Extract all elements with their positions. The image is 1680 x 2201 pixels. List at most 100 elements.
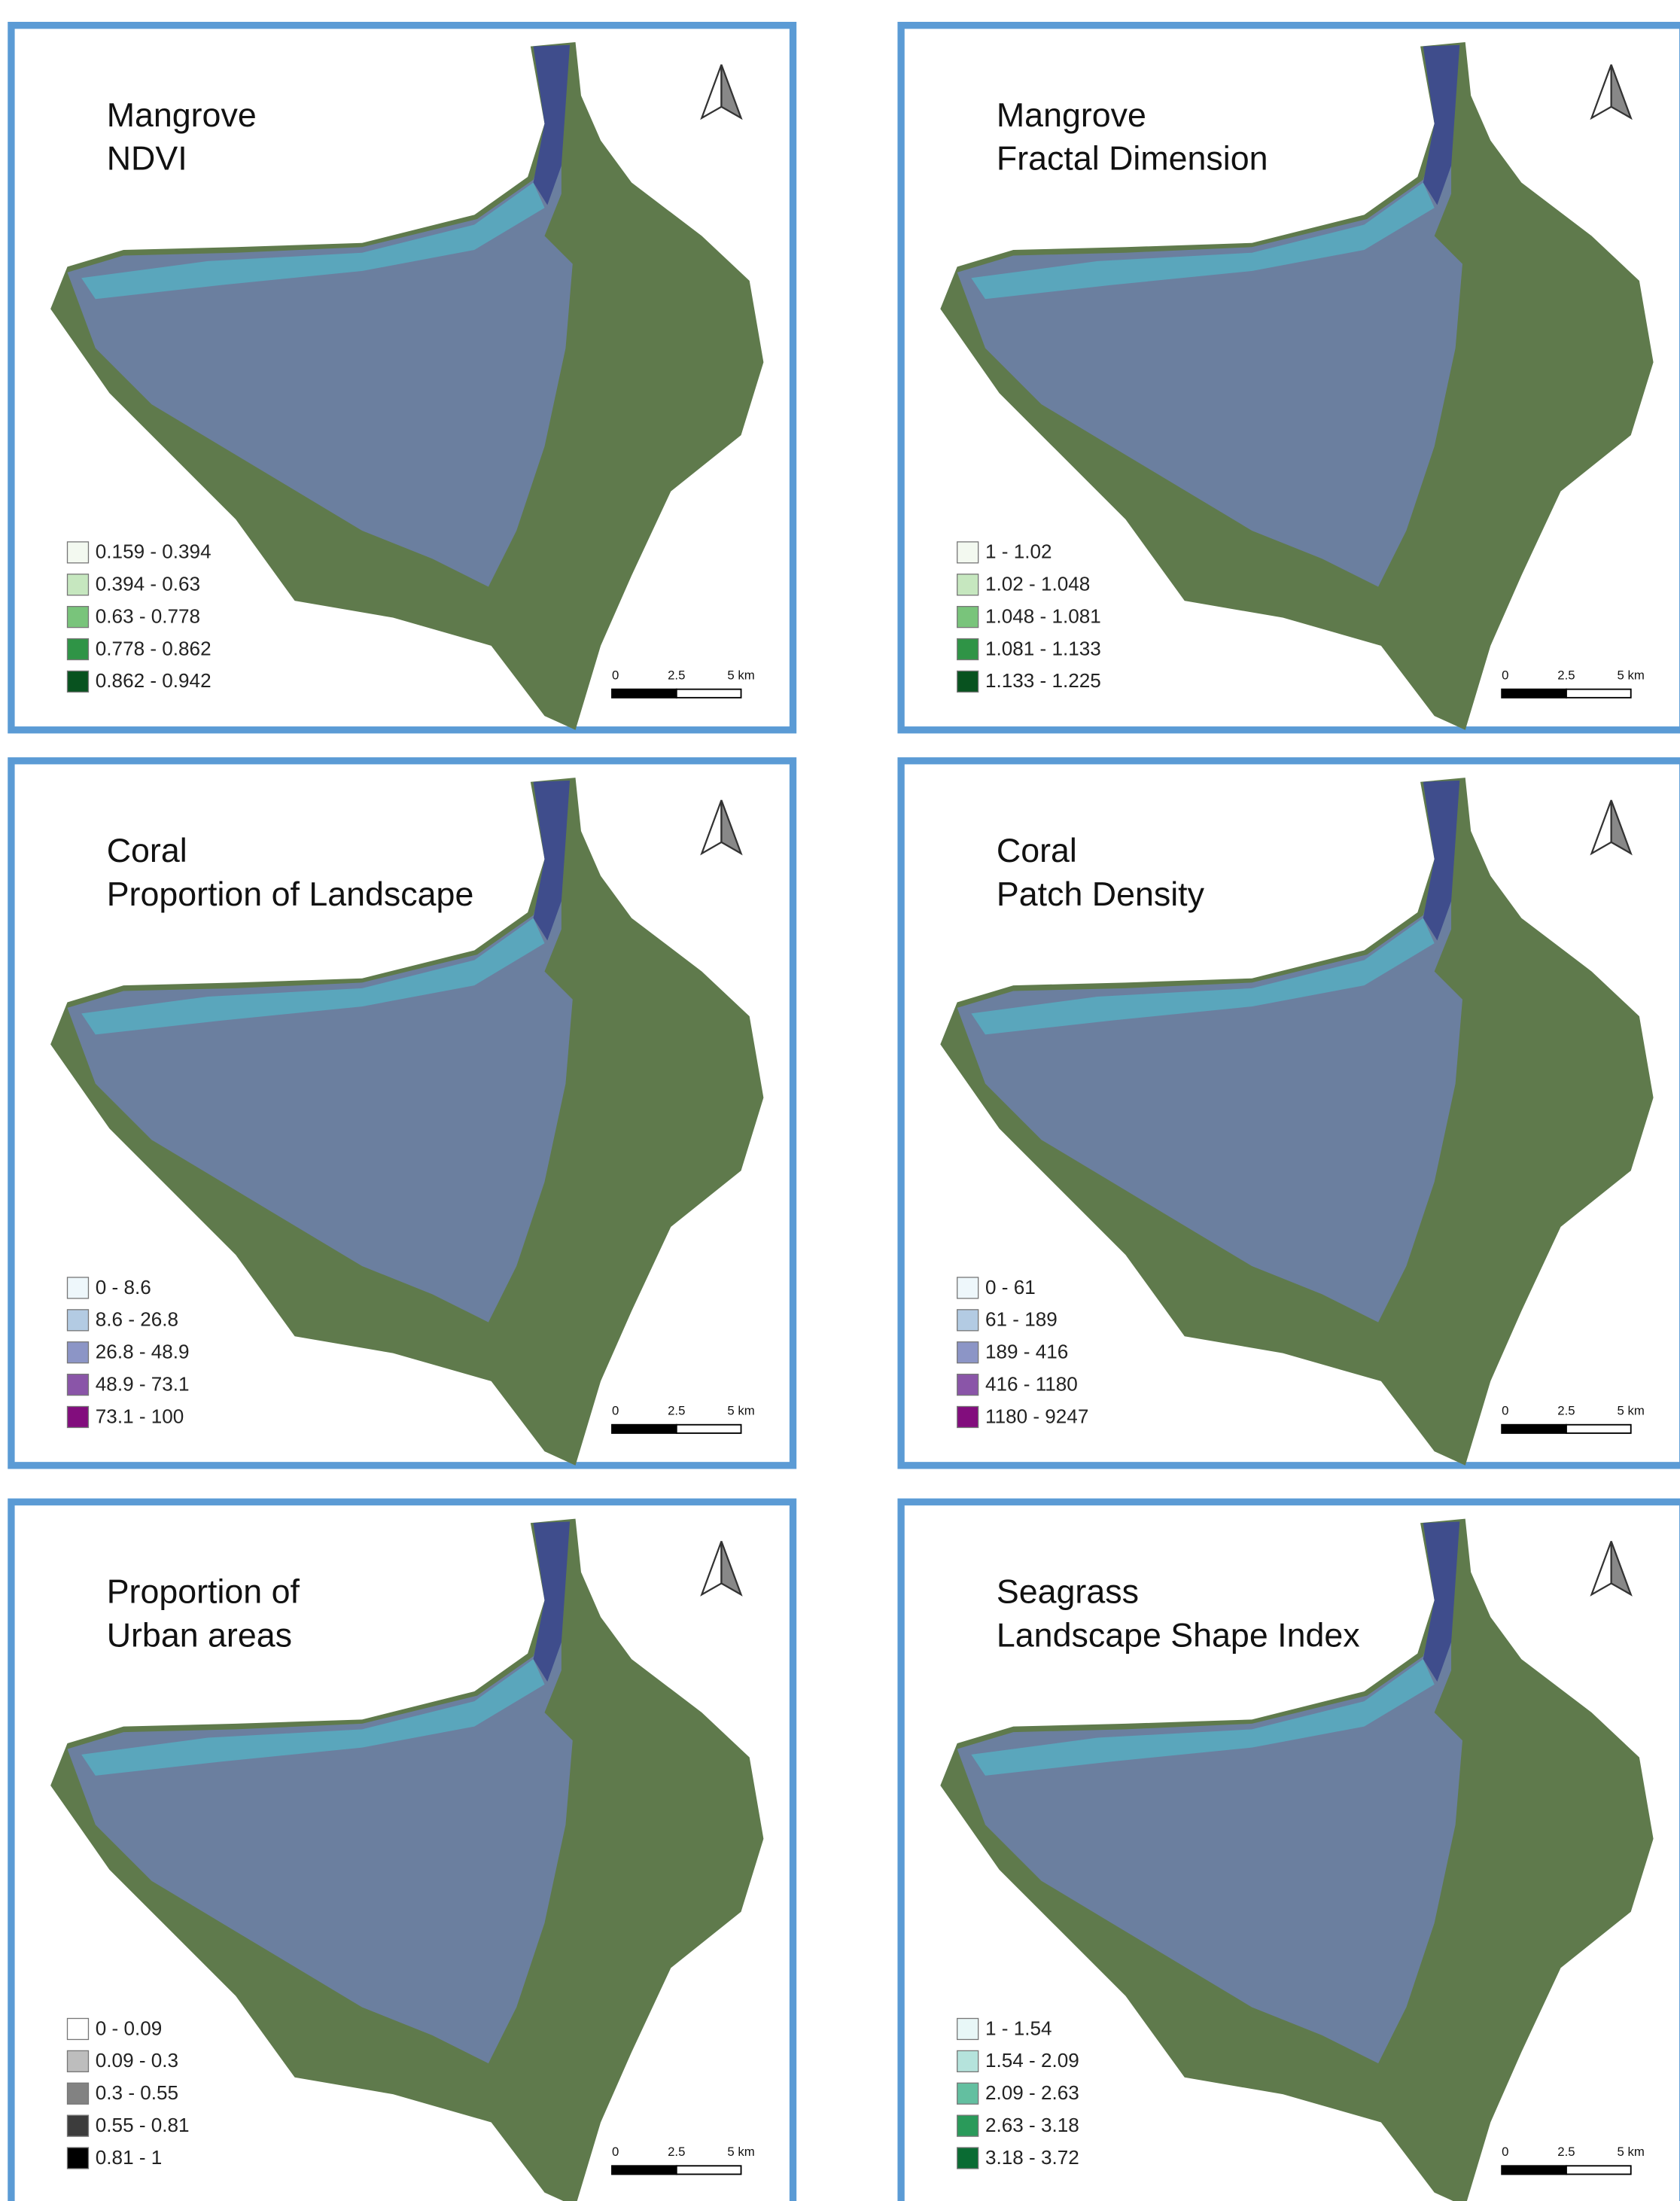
legend-label: 61 - 189 (985, 1308, 1058, 1331)
legend-label: 0.394 - 0.63 (96, 573, 200, 595)
scale-label: 5 km (727, 1404, 754, 1418)
legend-label: 1180 - 9247 (985, 1405, 1088, 1427)
scale-label: 0 (612, 668, 619, 683)
panel-title: Mangrove (107, 96, 257, 134)
legend-label: 0.63 - 0.778 (96, 604, 200, 627)
legend-swatch (957, 541, 979, 564)
legend-label: 189 - 416 (985, 1341, 1068, 1363)
panel-title: Proportion of Landscape (107, 875, 474, 913)
legend-label: 0.09 - 0.3 (96, 2049, 178, 2072)
legend-swatch (957, 2147, 979, 2169)
scale-bar-black (611, 1423, 677, 1434)
legend-label: 0.778 - 0.862 (96, 637, 212, 659)
legend-label: 0.3 - 0.55 (96, 2081, 178, 2104)
legend-label: 0.159 - 0.394 (96, 540, 212, 563)
legend-label: 1.048 - 1.081 (985, 604, 1101, 627)
map-panel: Coral Proportion of Landscape 0 - 8.6 8.6 -… (8, 757, 797, 1469)
legend-label: 1 - 1.02 (985, 540, 1052, 563)
legend-swatch (957, 2050, 979, 2072)
scale-bar-black (1501, 1423, 1567, 1434)
panel-title: NDVI (107, 140, 187, 178)
scale-bar-black (1501, 2165, 1567, 2175)
legend-swatch (66, 1373, 90, 1396)
panel-title: Coral (107, 832, 187, 869)
legend-swatch (957, 1405, 979, 1429)
panel-title: Landscape Shape Index (997, 1616, 1360, 1654)
scale-bar-white (1566, 2165, 1632, 2175)
legend-swatch (957, 574, 979, 596)
panel-title: Proportion of (107, 1573, 300, 1611)
scale-bar-black (1501, 688, 1567, 699)
scale-bar-white (1566, 688, 1632, 699)
legend-label: 1.54 - 2.09 (985, 2049, 1079, 2072)
legend-swatch (66, 541, 90, 564)
legend-label: 416 - 1180 (985, 1372, 1078, 1395)
legend-swatch (957, 638, 979, 661)
map-panel: Mangrove NDVI 0.159 - 0.394 0.394 - 0.63 0.6… (8, 22, 797, 734)
legend-swatch (957, 2114, 979, 2137)
scale-label: 2.5 (668, 1404, 685, 1418)
legend-swatch (66, 2017, 90, 2041)
legend-label: 0.55 - 0.81 (96, 2114, 190, 2136)
legend-swatch (66, 574, 90, 596)
legend-label: 0.862 - 0.942 (96, 669, 212, 692)
legend-label: 2.63 - 3.18 (985, 2114, 1079, 2136)
legend-swatch (957, 1373, 979, 1396)
panel-title: Urban areas (107, 1616, 292, 1654)
scale-bar-white (675, 2165, 742, 2175)
legend-swatch (957, 1277, 979, 1299)
legend-swatch (957, 670, 979, 693)
scale-label: 5 km (727, 2145, 754, 2159)
scale-label: 0 (1502, 668, 1508, 683)
legend-swatch (66, 2082, 90, 2105)
panel-title: Mangrove (997, 96, 1146, 134)
legend-swatch (66, 1405, 90, 1429)
legend-label: 0 - 0.09 (96, 2017, 162, 2039)
legend-swatch (957, 2082, 979, 2105)
scale-label: 5 km (1618, 668, 1645, 683)
legend-label: 1 - 1.54 (985, 2017, 1052, 2039)
scale-label: 5 km (727, 668, 754, 683)
map-panel: Mangrove Fractal Dimension 1 - 1.02 1.02 - … (897, 22, 1680, 734)
legend-swatch (66, 605, 90, 629)
legend-label: 0 - 61 (985, 1276, 1036, 1298)
legend-label: 1.081 - 1.133 (985, 637, 1101, 659)
scale-label: 0 (1502, 1404, 1508, 1418)
scale-bar-black (611, 2165, 677, 2175)
legend-swatch (66, 1277, 90, 1299)
scale-label: 0 (1502, 2145, 1508, 2159)
scale-bar-black (611, 688, 677, 699)
legend-label: 0 - 8.6 (96, 1276, 151, 1298)
legend-label: 1.02 - 1.048 (985, 573, 1090, 595)
legend-swatch (66, 2147, 90, 2169)
panel-title: Patch Density (997, 875, 1205, 913)
legend-swatch (66, 670, 90, 693)
legend-label: 3.18 - 3.72 (985, 2146, 1079, 2169)
scale-bar-white (675, 688, 742, 699)
legend-swatch (957, 605, 979, 629)
scale-label: 2.5 (1557, 1404, 1575, 1418)
legend-swatch (66, 638, 90, 661)
legend-label: 0.81 - 1 (96, 2146, 162, 2169)
scale-label: 2.5 (668, 2145, 685, 2159)
legend-label: 8.6 - 26.8 (96, 1308, 178, 1331)
legend-swatch (66, 2114, 90, 2137)
scale-label: 0 (612, 2145, 619, 2159)
legend-label: 26.8 - 48.9 (96, 1341, 190, 1363)
scale-bar-white (675, 1423, 742, 1434)
scale-label: 5 km (1618, 1404, 1645, 1418)
panel-title: Fractal Dimension (997, 140, 1268, 178)
legend-swatch (957, 1309, 979, 1332)
scale-label: 2.5 (1557, 668, 1575, 683)
legend-label: 48.9 - 73.1 (96, 1372, 190, 1395)
legend-swatch (957, 2017, 979, 2041)
legend-swatch (66, 1341, 90, 1364)
legend-swatch (66, 1309, 90, 1332)
map-panel: Proportion of Urban areas 0 - 0.09 0.09 - 0… (8, 1498, 797, 2201)
scale-label: 5 km (1618, 2145, 1645, 2159)
scale-label: 0 (612, 1404, 619, 1418)
legend-label: 2.09 - 2.63 (985, 2081, 1079, 2104)
map-panel: Seagrass Landscape Shape Index 1 - 1.54 1.5… (897, 1498, 1680, 2201)
